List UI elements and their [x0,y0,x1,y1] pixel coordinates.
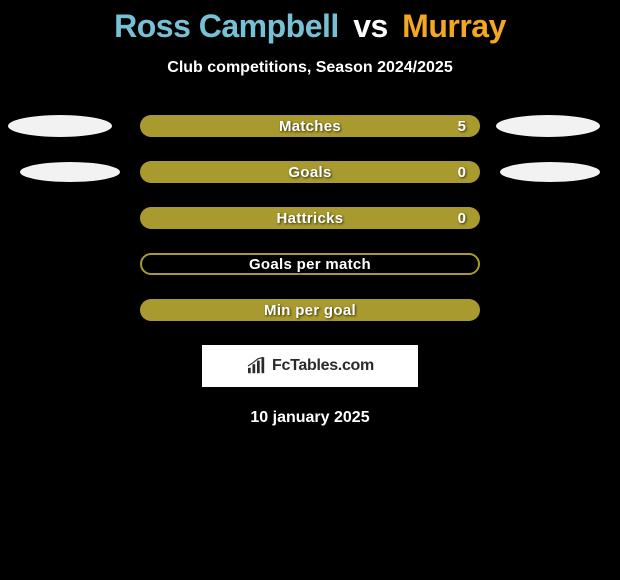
stat-label: Goals per match [249,256,371,273]
stat-bar: Matches 5 [140,115,480,137]
date-label: 10 january 2025 [250,409,369,427]
vs-label: vs [353,8,388,44]
player1-name: Ross Campbell [114,8,339,44]
stat-row: Min per goal [0,299,620,321]
stat-row: Matches 5 [0,115,620,137]
stat-label: Min per goal [264,302,356,319]
stat-row: Goals 0 [0,161,620,183]
stat-label: Matches [279,118,341,135]
player1-value-oval [20,162,120,182]
stat-value: 0 [458,210,466,227]
stat-bar: Min per goal [140,299,480,321]
stat-label: Hattricks [277,210,344,227]
stat-value: 0 [458,164,466,181]
stat-bar: Hattricks 0 [140,207,480,229]
stat-label: Goals [288,164,331,181]
comparison-card: Ross Campbell vs Murray Club competition… [0,0,620,427]
logo-box: FcTables.com [202,345,418,387]
stat-bar: Goals 0 [140,161,480,183]
player1-value-oval [8,115,112,137]
stat-row: Goals per match [0,253,620,275]
stat-rows: Matches 5 Goals 0 Hattricks 0 Goals per match M… [0,115,620,321]
subtitle: Club competitions, Season 2024/2025 [167,59,452,77]
player2-name: Murray [402,8,506,44]
chart-bars-icon [246,357,268,375]
player2-value-oval [500,162,600,182]
logo-text: FcTables.com [272,357,374,375]
stat-value: 5 [458,118,466,135]
stat-row: Hattricks 0 [0,207,620,229]
player2-value-oval [496,115,600,137]
stat-bar: Goals per match [140,253,480,275]
page-title: Ross Campbell vs Murray [114,8,506,45]
